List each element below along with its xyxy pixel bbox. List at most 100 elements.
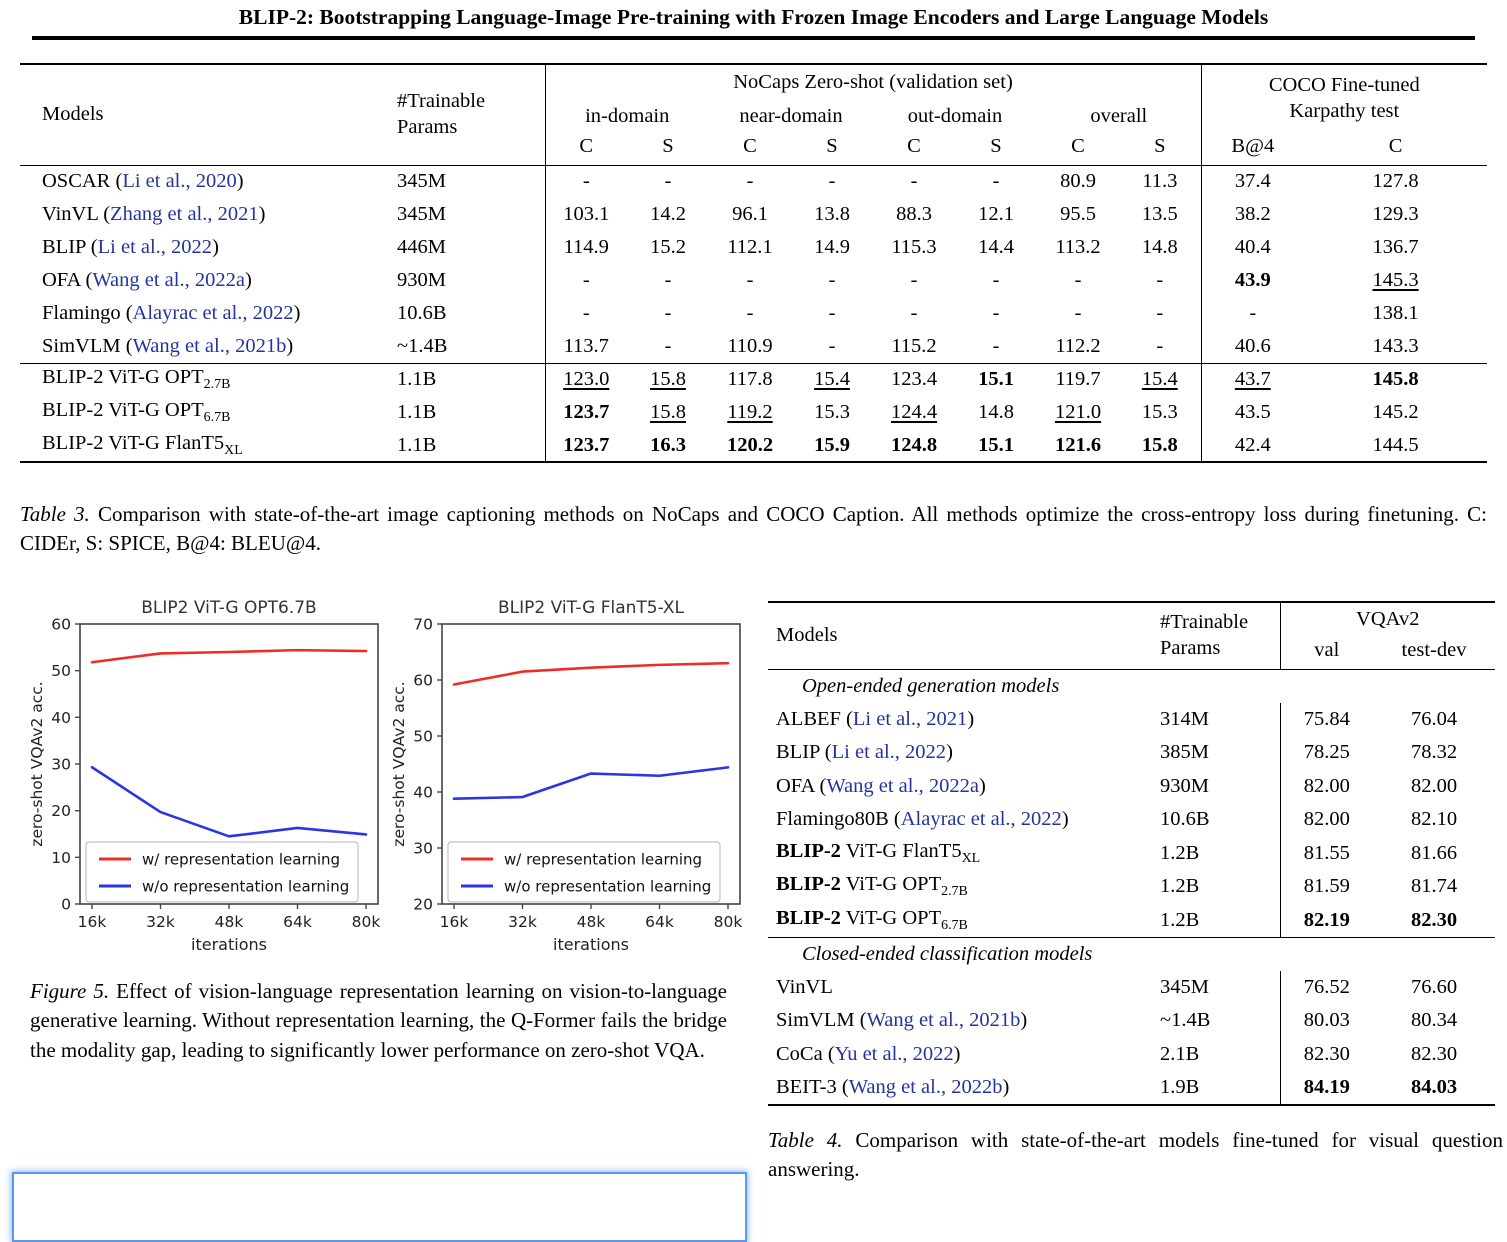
- metric-cell: -: [1074, 302, 1082, 324]
- table3-header-metric: S: [662, 134, 674, 157]
- params-cell: 930M: [1158, 769, 1281, 803]
- citation-link[interactable]: Li et al., 2021: [852, 707, 968, 730]
- partial-blue-highlight-box: [12, 1172, 747, 1242]
- params-cell: 1.9B: [1158, 1071, 1281, 1105]
- table3-row: OSCAR (Li et al., 2020) 345M - - - - - -80.9 11.…: [20, 164, 1488, 198]
- metric-value: 43.7: [1234, 368, 1271, 391]
- metric-cell: 113.7: [563, 334, 609, 357]
- model-name-part: ): [1002, 1075, 1010, 1098]
- citation-link[interactable]: Alayrac et al., 2022: [900, 808, 1062, 831]
- val-cell: 75.84: [1303, 707, 1350, 730]
- params-cell: 314M: [1158, 702, 1281, 736]
- metric-cell: 43.5: [1200, 396, 1305, 429]
- line-chart-flant5-xl: BLIP2 ViT-G FlanT5-XL 20 30 40 50 60 70 16k 32k 4…: [390, 598, 743, 954]
- metric-cell: 13.5: [1141, 203, 1178, 225]
- x-tick-label: 80k: [714, 913, 743, 931]
- metric-cell: 15.1: [955, 429, 1037, 462]
- metric-value: 121.6: [1054, 433, 1102, 456]
- citation-link[interactable]: Wang et al., 2022b: [848, 1075, 1003, 1098]
- params-cell: 930M: [395, 264, 546, 297]
- line-chart-opt6-7b: BLIP2 ViT-G OPT6.7B 0 10 20 30 40 50 60 16k 32k 48…: [28, 598, 380, 954]
- series-line: [90, 648, 368, 664]
- legend-box: [447, 841, 721, 903]
- metric-value: 15.4: [1141, 368, 1178, 391]
- figure5-caption-label: Figure 5.: [30, 979, 110, 1003]
- params-cell: 1.2B: [1158, 903, 1281, 937]
- testdev-cell: 76.04: [1410, 707, 1458, 730]
- metric-cell: -: [828, 334, 836, 357]
- table3-caption-text: Comparison with state-of-the-art image c…: [20, 502, 1487, 556]
- citation-link[interactable]: Wang et al., 2021b: [132, 334, 287, 357]
- table4-row: BLIP-2 ViT-G OPT2.7B 1.2B 81.59 81.74: [768, 870, 1495, 904]
- table3-header-domain: overall: [1090, 104, 1148, 127]
- table3-header-domain: near-domain: [739, 104, 843, 127]
- metric-cell: -: [664, 302, 672, 324]
- metric-cell: 103.1: [563, 203, 610, 225]
- model-name-part: ViT-G OPT: [840, 906, 942, 929]
- table4-row: BLIP-2 ViT-G FlanT5XL 1.2B 81.55 81.66: [768, 836, 1495, 870]
- model-name-part: ): [967, 707, 975, 730]
- params-cell: ~1.4B: [1158, 1004, 1281, 1038]
- citation-link[interactable]: Wang et al., 2022a: [826, 774, 979, 797]
- legend-label: w/o representation learning: [142, 878, 349, 896]
- testdev-cell: 82.10: [1410, 808, 1458, 831]
- metric-cell: 14.8: [1141, 236, 1178, 258]
- metric-value: 124.8: [890, 433, 938, 456]
- model-name-part: CoCa (: [776, 1042, 835, 1065]
- val-cell: 80.03: [1303, 1009, 1350, 1032]
- table3-caption: Table 3. Comparison with state-of-the-ar…: [20, 500, 1487, 559]
- metric-cell: 145.2: [1372, 401, 1419, 423]
- metric-cell: -: [1074, 269, 1082, 291]
- x-tick-label: 16k: [78, 913, 107, 931]
- citation-link[interactable]: Wang et al., 2022a: [92, 269, 245, 291]
- x-tick-label: 64k: [283, 913, 312, 931]
- table3-row: BLIP-2 ViT-G OPT6.7B 1.1B 123.7 15.8 119.2 15…: [20, 396, 1487, 429]
- model-name-part: ): [286, 334, 294, 357]
- metric-cell: 112.2: [1055, 334, 1101, 357]
- testdev-cell: 81.74: [1410, 875, 1458, 898]
- metric-cell: -: [709, 164, 791, 198]
- series-line: [452, 661, 730, 686]
- citation-link[interactable]: Wang et al., 2021b: [866, 1009, 1021, 1032]
- metric-cell: 42.4: [1200, 429, 1305, 462]
- series-line: [90, 765, 368, 838]
- testdev-cell: 82.00: [1410, 774, 1458, 797]
- model-name-part: ALBEF (: [776, 707, 853, 730]
- metric-cell: -: [1156, 302, 1164, 324]
- table3-header-coco-group: COCO Fine-tuned Karpathy test: [1200, 64, 1488, 132]
- y-tick-label: 50: [51, 662, 71, 680]
- table3-row: OFA (Wang et al., 2022a) 930M - - - - - - - -43.9…: [20, 264, 1487, 297]
- table3-row: BLIP (Li et al., 2022) 446M 114.9 15.2 112.1…: [20, 231, 1487, 264]
- table4-row: CoCa (Yu et al., 2022) 2.1B 82.30 82.30: [768, 1037, 1495, 1071]
- params-cell: 1.2B: [1158, 870, 1281, 904]
- metric-cell: -: [828, 269, 836, 291]
- citation-link[interactable]: Zhang et al., 2021: [110, 203, 259, 225]
- citation-link[interactable]: Li et al., 2020: [122, 170, 237, 193]
- metric-cell: 80.9: [1037, 164, 1119, 198]
- table3-header-coco-metric: B@4: [1200, 132, 1305, 165]
- table3-header-metric: C: [907, 134, 921, 157]
- legend-box: [85, 841, 359, 903]
- metric-value: 15.8: [1141, 433, 1178, 456]
- table4-row: BLIP-2 ViT-G OPT6.7B 1.2B 82.19 82.30: [768, 903, 1495, 937]
- citation-link[interactable]: Yu et al., 2022: [834, 1042, 954, 1065]
- model-name-part: ): [258, 203, 266, 225]
- metric-cell: 43.7: [1200, 362, 1305, 396]
- model-name-part: BLIP (: [776, 741, 832, 764]
- metric-cell: 15.4: [1119, 362, 1202, 396]
- citation-link[interactable]: Li et al., 2022: [97, 236, 213, 258]
- table4-row: ALBEF (Li et al., 2021) 314M 75.84 76.04: [768, 702, 1495, 736]
- metric-cell: -: [545, 164, 627, 198]
- citation-link[interactable]: Li et al., 2022: [831, 741, 947, 764]
- figure5-chart-opt6-7b: BLIP2 ViT-G OPT6.7B 0 10 20 30 40 50 60 16k 32k 48…: [28, 596, 392, 974]
- metric-cell: 12.1: [978, 203, 1014, 225]
- metric-value: 15.4: [814, 368, 850, 391]
- chart-title: BLIP2 ViT-G FlanT5-XL: [498, 598, 685, 618]
- val-cell: 82.30: [1303, 1042, 1350, 1065]
- citation-link[interactable]: Alayrac et al., 2022: [132, 302, 294, 324]
- table3-header-coco-metric: C: [1388, 134, 1403, 157]
- metric-cell: 14.4: [978, 236, 1014, 258]
- x-axis-label: iterations: [191, 935, 267, 954]
- x-tick-label: 64k: [645, 913, 674, 931]
- y-tick-label: 40: [413, 784, 433, 802]
